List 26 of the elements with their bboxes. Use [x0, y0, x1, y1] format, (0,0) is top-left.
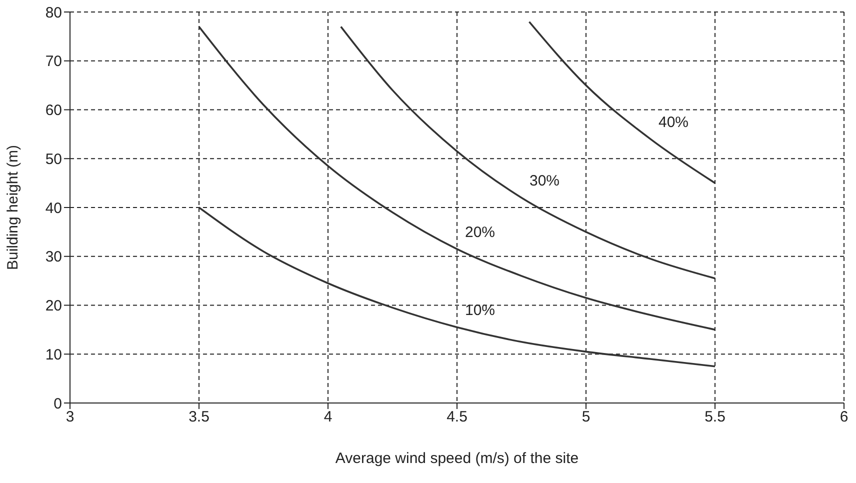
series-label: 40%: [658, 114, 689, 132]
y-tick-label: 50: [45, 150, 62, 168]
y-tick-label: 0: [54, 395, 62, 412]
y-tick-label: 60: [45, 102, 62, 120]
series-label: 10%: [465, 302, 496, 320]
y-tick-label: 10: [45, 346, 62, 364]
x-tick-label: 4: [324, 408, 332, 426]
x-tick-label: 4.5: [446, 408, 468, 426]
y-axis-title: Building height (m): [4, 144, 22, 270]
y-tick-label: 40: [45, 200, 62, 217]
y-tick-label: 80: [45, 4, 62, 22]
x-tick-label: 3.5: [188, 408, 210, 426]
x-tick-label: 6: [840, 408, 848, 426]
line-series: [528, 20, 716, 184]
series-label: 30%: [530, 172, 560, 190]
y-tick-label: 20: [45, 298, 62, 315]
x-tick-label: 5.5: [704, 408, 726, 426]
x-axis-title: Average wind speed (m/s) of the site: [335, 450, 579, 467]
y-tick-label: 30: [45, 248, 62, 266]
line-series: [340, 26, 716, 280]
x-tick-label: 3: [66, 408, 74, 426]
line-series: [198, 206, 716, 368]
series-label: 20%: [465, 224, 496, 242]
line-series: [198, 26, 716, 331]
x-tick-label: 5: [582, 408, 590, 426]
y-tick-label: 70: [45, 53, 62, 70]
